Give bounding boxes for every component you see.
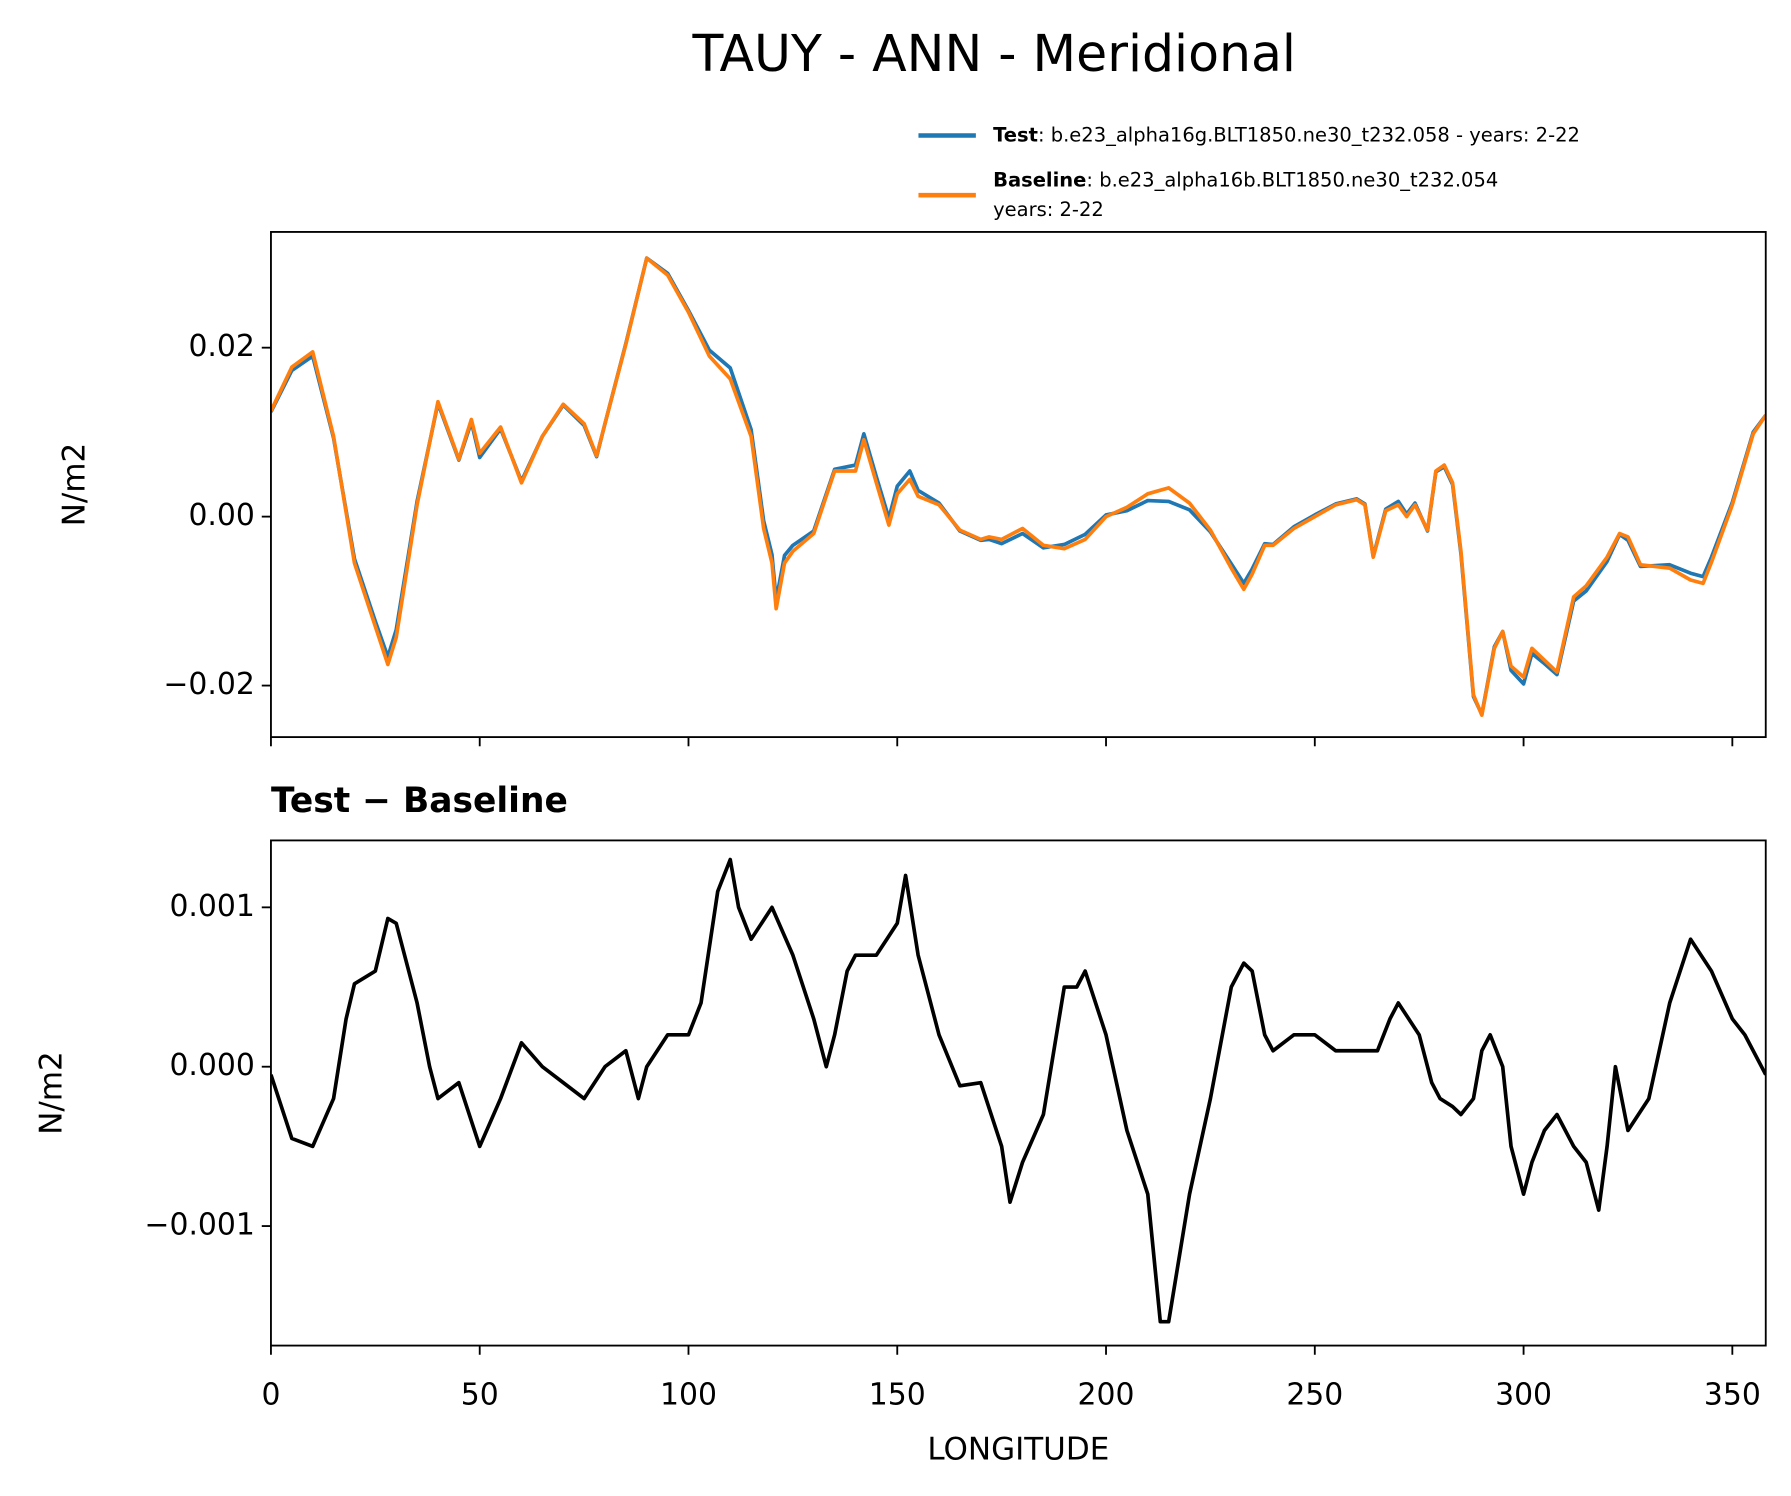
legend-text: Baseline: b.e23_alpha16b.BLT1850.ne30_t2… — [993, 168, 1498, 191]
data-line — [270, 857, 1766, 1324]
legend-description: : b.e23_alpha16b.BLT1850.ne30_t232.054 — [1086, 168, 1498, 191]
y-axis-label: N/m2 — [56, 443, 92, 527]
x-tick-label: 250 — [1286, 1378, 1343, 1413]
y-tick-label: 0.000 — [169, 1048, 254, 1083]
y-tick-label: −0.001 — [144, 1208, 254, 1243]
axes-frame — [270, 839, 1767, 1347]
legend-text: years: 2-22 — [993, 198, 1104, 221]
x-tick-label: 150 — [869, 1378, 926, 1413]
legend-name: Test — [993, 123, 1038, 146]
y-tick-label: −0.02 — [163, 667, 254, 702]
y-tick-label: 0.00 — [188, 498, 254, 533]
axes-frame — [270, 231, 1767, 739]
x-tick-label: 350 — [1704, 1378, 1761, 1413]
chart-title: TAUY - ANN - Meridional — [692, 24, 1296, 83]
y-tick-label: 0.001 — [169, 889, 254, 924]
x-tick-label: 0 — [261, 1378, 280, 1413]
legend-description: : b.e23_alpha16g.BLT1850.ne30_t232.058 -… — [1038, 123, 1580, 146]
legend-name: Baseline — [993, 168, 1086, 191]
x-tick-label: 300 — [1495, 1378, 1552, 1413]
y-tick-label: 0.02 — [188, 329, 254, 364]
data-line — [270, 256, 1766, 717]
subplot-title: Test − Baseline — [271, 781, 568, 821]
x-tick-label: 50 — [461, 1378, 499, 1413]
legend-text: Test: b.e23_alpha16g.BLT1850.ne30_t232.0… — [993, 123, 1580, 146]
x-tick-label: 100 — [660, 1378, 717, 1413]
legend-description: years: 2-22 — [993, 198, 1104, 221]
x-tick-label: 200 — [1078, 1378, 1135, 1413]
x-axis-label: LONGITUDE — [927, 1432, 1109, 1468]
y-axis-label: N/m2 — [33, 1051, 69, 1135]
